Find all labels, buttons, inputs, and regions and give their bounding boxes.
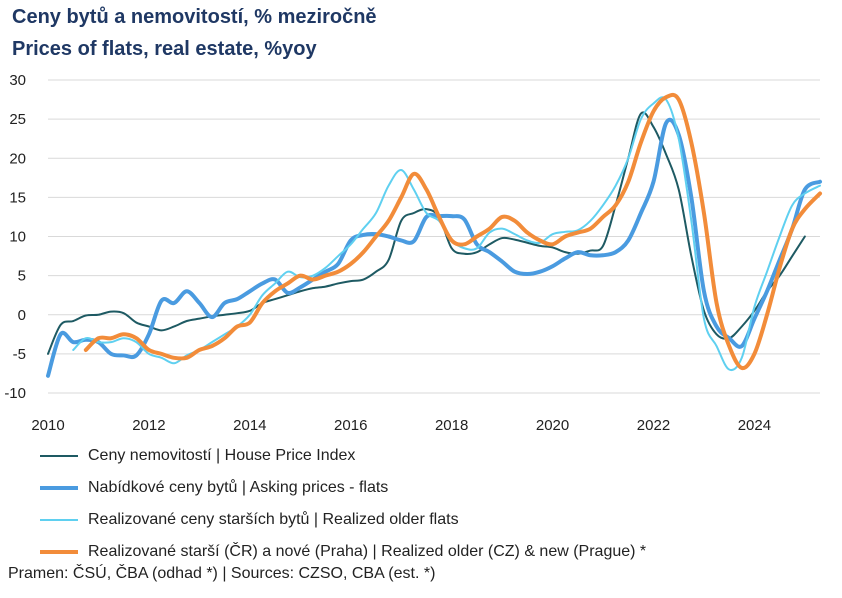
y-tick-label: 0 [18,307,26,324]
legend-item-realized-older-new: Realizované starší (ČR) a nové (Praha) |… [40,536,646,568]
y-tick-label: 5 [18,268,26,285]
x-tick-label: 2020 [536,417,569,434]
series-line-house-price-index [47,111,806,355]
x-axis-labels: 2010 2012 2014 2016 2018 2020 2022 2024 [31,417,771,434]
legend-item-house-price-index: Ceny nemovitostí | House Price Index [40,440,646,472]
x-tick-label: 2014 [233,417,266,434]
legend-item-asking-prices: Nabídkové ceny bytů | Asking prices - fl… [40,472,646,504]
chart-title: Ceny bytů a nemovitostí, % meziročně [12,6,377,28]
x-tick-label: 2018 [435,417,468,434]
legend-swatch [40,455,78,457]
legend-swatch [40,486,78,490]
series-line-asking-prices [46,117,822,378]
chart-subtitle: Prices of flats, real estate, %yoy [12,38,317,60]
x-tick-label: 2022 [637,417,670,434]
series-lines [46,92,822,378]
y-tick-label: 25 [9,111,26,128]
legend-label: Realizované ceny starších bytů | Realize… [88,511,459,528]
y-tick-label: 10 [9,229,26,246]
legend-item-realized-older: Realizované ceny starších bytů | Realize… [40,504,646,536]
series-line-realized-older-new [83,92,822,371]
y-tick-label: 30 [9,72,26,89]
y-tick-label: 15 [9,189,26,206]
legend-swatch [40,550,78,554]
legend-label: Ceny nemovitostí | House Price Index [88,447,356,464]
gridlines [48,79,820,394]
legend-label: Realizované starší (ČR) a nové (Praha) |… [88,543,647,560]
x-tick-label: 2010 [31,417,64,434]
x-tick-label: 2016 [334,417,367,434]
y-tick-label: 20 [9,150,26,167]
legend-swatch [40,519,78,521]
x-tick-label: 2024 [738,417,771,434]
legend: Ceny nemovitostí | House Price Index Nab… [40,440,646,568]
y-axis-labels: 30 25 20 15 10 5 0 -5 -10 [4,72,26,402]
source-note: Pramen: ČSÚ, ČBA (odhad *) | Sources: CZ… [8,565,436,582]
y-tick-label: -10 [4,385,26,402]
x-tick-label: 2012 [132,417,165,434]
legend-label: Nabídkové ceny bytů | Asking prices - fl… [88,479,389,496]
y-tick-label: -5 [13,346,26,363]
